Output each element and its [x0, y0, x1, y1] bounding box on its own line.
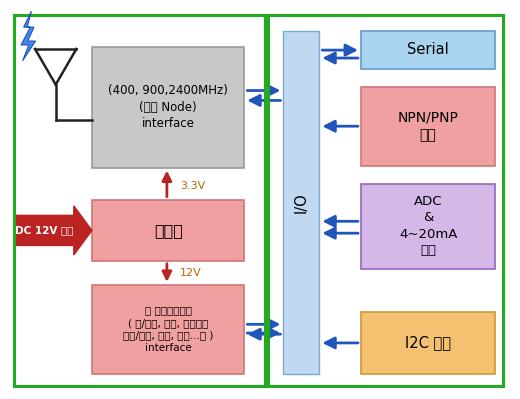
FancyBboxPatch shape	[92, 200, 244, 261]
Polygon shape	[15, 206, 92, 255]
Text: I/O: I/O	[294, 192, 309, 213]
Bar	[268, 15, 503, 386]
FancyBboxPatch shape	[361, 31, 496, 69]
Text: 각 센서전원공급
( 온/습도, 엽온, 줄기변화
풍향/풍속, 수위, 침수...등 )
interface: 각 센서전원공급 ( 온/습도, 엽온, 줄기변화 풍향/풍속, 수위, 침수.…	[123, 305, 213, 354]
Text: NPN/PNP
입력: NPN/PNP 입력	[398, 110, 459, 142]
Text: DC 12V 입력: DC 12V 입력	[15, 225, 73, 235]
Text: 3.3V: 3.3V	[180, 181, 205, 191]
FancyBboxPatch shape	[361, 184, 496, 269]
Text: ADC
&
4~20mA
입력: ADC & 4~20mA 입력	[399, 195, 457, 257]
FancyBboxPatch shape	[283, 31, 319, 374]
FancyBboxPatch shape	[92, 285, 244, 374]
Text: (400, 900,2400MHz)
(통신 Node)
interface: (400, 900,2400MHz) (통신 Node) interface	[108, 84, 228, 130]
Polygon shape	[21, 11, 35, 61]
FancyBboxPatch shape	[361, 87, 496, 166]
FancyBboxPatch shape	[361, 312, 496, 374]
Text: Serial: Serial	[407, 42, 449, 57]
Bar	[15, 15, 265, 386]
Text: I2C 입력: I2C 입력	[405, 336, 451, 351]
Text: 전원부: 전원부	[154, 223, 183, 238]
Text: 12V: 12V	[180, 268, 202, 278]
FancyBboxPatch shape	[92, 47, 244, 168]
